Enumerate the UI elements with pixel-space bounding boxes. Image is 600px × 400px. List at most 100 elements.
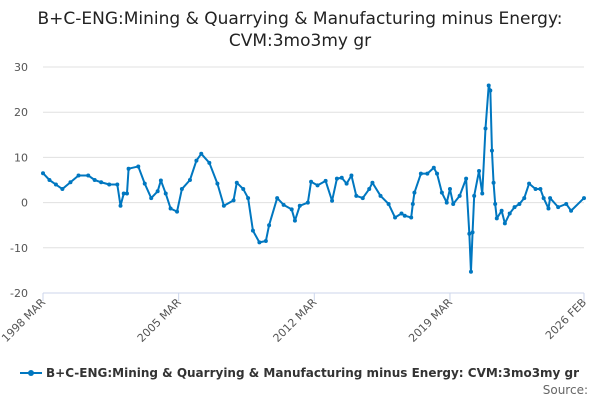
data-point xyxy=(241,187,246,192)
data-point xyxy=(468,269,473,274)
data-point xyxy=(163,191,168,196)
data-point xyxy=(486,83,491,88)
y-tick-label: -20 xyxy=(10,287,28,300)
data-point xyxy=(323,178,328,183)
y-tick-label: -10 xyxy=(10,242,28,255)
data-point xyxy=(107,182,112,187)
data-point xyxy=(489,148,494,153)
data-point xyxy=(136,164,141,169)
data-point xyxy=(494,216,499,221)
data-point xyxy=(367,187,372,192)
data-point xyxy=(488,88,493,93)
data-point xyxy=(199,151,204,156)
data-point xyxy=(263,239,268,244)
data-point xyxy=(399,211,404,216)
x-tick-label: 2005 MAR xyxy=(135,296,184,345)
data-point xyxy=(386,201,391,206)
data-point xyxy=(517,201,522,206)
data-point xyxy=(142,181,147,186)
data-point xyxy=(187,178,192,182)
data-point xyxy=(582,196,586,201)
data-point xyxy=(207,160,212,165)
legend-label[interactable]: B+C-ENG:Mining & Quarrying & Manufacturi… xyxy=(46,366,580,380)
data-point xyxy=(289,207,294,212)
data-point xyxy=(41,171,45,176)
x-tick-label: 2026 FEB xyxy=(543,296,589,342)
data-point xyxy=(168,206,173,211)
series-line xyxy=(42,84,585,273)
data-point xyxy=(60,187,65,192)
data-point xyxy=(483,126,488,131)
data-point xyxy=(292,218,297,223)
data-point xyxy=(507,211,512,216)
data-point xyxy=(309,179,314,184)
data-point xyxy=(215,181,220,186)
data-point xyxy=(538,187,543,192)
data-point xyxy=(512,205,517,210)
data-point xyxy=(527,181,532,186)
data-point xyxy=(467,231,472,236)
data-point xyxy=(179,187,184,192)
data-point xyxy=(435,171,440,176)
data-point xyxy=(275,196,280,201)
data-point xyxy=(451,201,456,206)
data-point xyxy=(470,230,475,235)
data-point xyxy=(267,223,272,228)
data-point xyxy=(344,181,349,186)
data-point xyxy=(115,182,120,187)
data-point xyxy=(297,203,302,208)
data-point xyxy=(231,198,236,203)
data-point xyxy=(378,193,383,198)
data-point xyxy=(47,178,52,182)
legend: B+C-ENG:Mining & Quarrying & Manufacturi… xyxy=(20,366,579,380)
y-tick-label: 20 xyxy=(14,106,28,119)
data-point xyxy=(439,190,444,195)
data-point xyxy=(118,203,123,208)
data-point xyxy=(522,196,527,201)
data-point xyxy=(464,176,469,181)
data-point xyxy=(121,191,126,196)
data-point xyxy=(315,183,320,188)
data-point xyxy=(457,193,462,198)
data-point xyxy=(447,187,452,192)
data-point xyxy=(444,200,449,205)
data-point xyxy=(257,240,262,245)
data-point xyxy=(546,206,551,211)
x-tick-label: 2012 MAR xyxy=(271,296,320,345)
data-point xyxy=(234,180,239,185)
data-point xyxy=(564,201,569,206)
data-point xyxy=(92,178,97,182)
data-point xyxy=(221,203,226,208)
data-point xyxy=(149,196,154,201)
data-point xyxy=(431,165,436,170)
data-point xyxy=(472,193,477,198)
data-point xyxy=(491,180,496,185)
data-point xyxy=(360,196,365,201)
data-point xyxy=(412,190,417,195)
data-point xyxy=(493,201,498,206)
data-point xyxy=(158,178,163,183)
data-point xyxy=(370,180,375,185)
data-point xyxy=(533,187,538,192)
data-point xyxy=(99,180,104,185)
data-point xyxy=(569,208,574,213)
data-point xyxy=(499,208,504,213)
data-point xyxy=(339,175,344,180)
data-point xyxy=(548,196,553,201)
data-point xyxy=(305,200,310,205)
data-point xyxy=(425,171,430,176)
data-point xyxy=(68,180,73,185)
data-point xyxy=(418,171,423,176)
data-point xyxy=(330,198,335,203)
data-point xyxy=(410,201,415,206)
data-point xyxy=(250,228,255,233)
data-point xyxy=(393,215,398,220)
x-tick-label: 1998 MAR xyxy=(0,296,48,345)
data-point xyxy=(477,168,482,173)
data-point xyxy=(402,213,407,218)
data-point xyxy=(349,173,354,178)
data-point xyxy=(480,191,485,196)
data-point xyxy=(409,215,414,220)
data-point xyxy=(124,191,129,196)
